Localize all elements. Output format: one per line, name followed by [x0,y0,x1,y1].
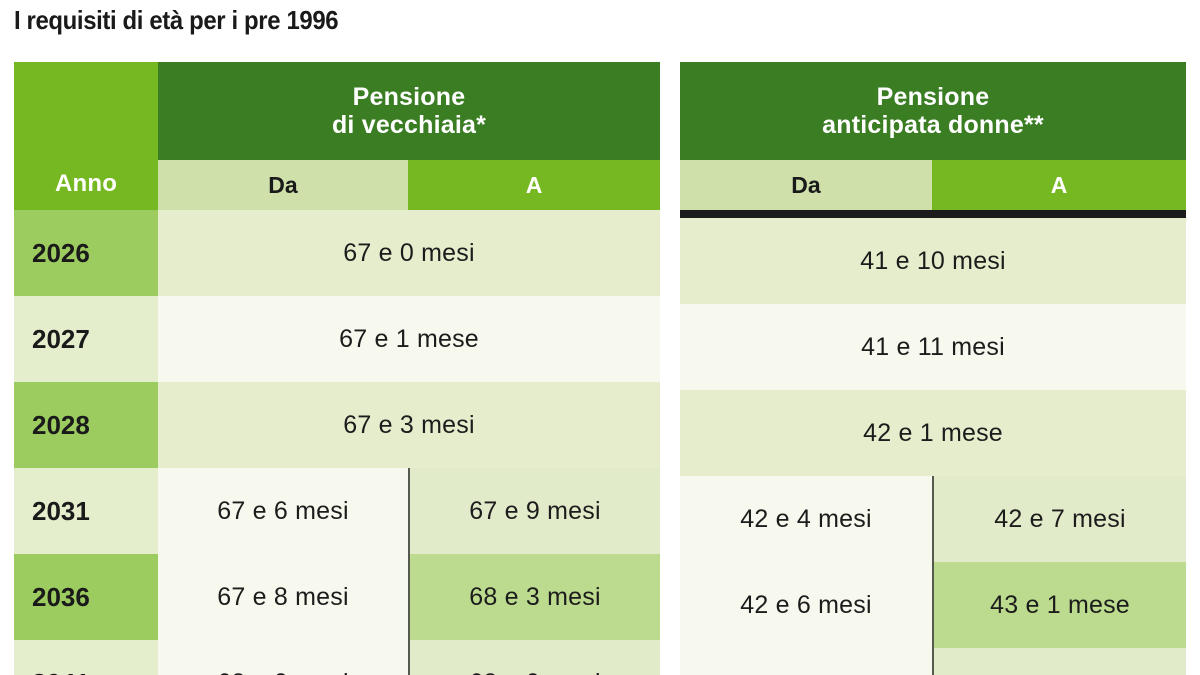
row-values: 42 e 1 mese [680,390,1186,476]
cell-span-value: 67 e 1 mese [158,296,660,382]
cell-span-value: 41 e 11 mesi [680,304,1186,390]
cell-a: 68 e 3 mesi [408,554,660,640]
row-values: 67 e 1 mese [158,296,660,382]
row-year: 2041 [14,640,158,675]
cell-da: 68 e 0 mesi [158,640,408,675]
table-row: 2027 67 e 1 mese [14,296,660,382]
cell-a: 42 e 7 mesi [932,476,1186,562]
group-header-anticipata: Pensione anticipata donne** Da A [680,62,1186,210]
table-row: 42 e 10 mesi 43 e 10 mesi [680,648,1186,675]
cell-a: 67 e 9 mesi [408,468,660,554]
table-row: 42 e 4 mesi 42 e 7 mesi [680,476,1186,562]
row-year: 2031 [14,468,158,554]
table-row: 2041 68 e 0 mesi 68 e 0 mesi [14,640,660,675]
table-row: 2028 67 e 3 mesi [14,382,660,468]
tables-container: Anno Pensione di vecchiaia* Da A [0,62,1200,675]
cell-span-value: 42 e 1 mese [680,390,1186,476]
group-header-line1: Pensione [876,83,990,111]
row-values: 42 e 4 mesi 42 e 7 mesi [680,476,1186,562]
group-header-line2: anticipata donne** [822,111,1044,139]
row-values: 68 e 0 mesi 68 e 0 mesi [158,640,660,675]
cell-a: 43 e 1 mese [932,562,1186,648]
cell-span-value: 67 e 3 mesi [158,382,660,468]
table-pensione-anticipata-donne: Pensione anticipata donne** Da A 41 e 10… [680,62,1186,675]
cell-a: 43 e 10 mesi [932,648,1186,675]
table-header-left: Anno Pensione di vecchiaia* Da A [14,62,660,210]
table-body-right: 41 e 10 mesi 41 e 11 mesi 42 e 1 mese 42 [680,218,1186,675]
sub-header-a-right: A [932,160,1186,210]
table-row: 2026 67 e 0 mesi [14,210,660,296]
row-values: 67 e 3 mesi [158,382,660,468]
table-row: 2036 67 e 8 mesi 68 e 3 mesi [14,554,660,640]
page-title: I requisiti di età per i pre 1996 [14,5,339,35]
row-year: 2026 [14,210,158,296]
cell-span-value: 41 e 10 mesi [680,218,1186,304]
sub-header-da-right: Da [680,160,932,210]
row-values: 41 e 11 mesi [680,304,1186,390]
row-values: 42 e 6 mesi 43 e 1 mese [680,562,1186,648]
table-row: 41 e 10 mesi [680,218,1186,304]
row-year: 2028 [14,382,158,468]
group-header-title-right: Pensione anticipata donne** [680,62,1186,160]
cell-da: 67 e 6 mesi [158,468,408,554]
table-row: 41 e 11 mesi [680,304,1186,390]
sub-header-da-left: Da [158,160,408,210]
cell-da: 42 e 4 mesi [680,476,932,562]
sub-header-row-left: Da A [158,160,660,210]
table-row: 2031 67 e 6 mesi 67 e 9 mesi [14,468,660,554]
table-pensione-di-vecchiaia: Anno Pensione di vecchiaia* Da A [14,62,660,675]
table-row: 42 e 1 mese [680,390,1186,476]
row-values: 67 e 6 mesi 67 e 9 mesi [158,468,660,554]
sub-header-a-left: A [408,160,660,210]
group-header-title-left: Pensione di vecchiaia* [158,62,660,160]
group-header-vecchiaia: Pensione di vecchiaia* Da A [158,62,660,210]
row-values: 67 e 0 mesi [158,210,660,296]
column-header-anno: Anno [14,62,158,210]
table-header-right: Pensione anticipata donne** Da A [680,62,1186,210]
row-year: 2036 [14,554,158,640]
row-values: 41 e 10 mesi [680,218,1186,304]
header-rule-right [680,210,1186,218]
cell-span-value: 67 e 0 mesi [158,210,660,296]
row-values: 42 e 10 mesi 43 e 10 mesi [680,648,1186,675]
cell-da: 42 e 6 mesi [680,562,932,648]
cell-da: 42 e 10 mesi [680,648,932,675]
table-row: 42 e 6 mesi 43 e 1 mese [680,562,1186,648]
group-header-line1: Pensione [352,83,466,111]
row-year: 2027 [14,296,158,382]
row-values: 67 e 8 mesi 68 e 3 mesi [158,554,660,640]
table-body-left: 2026 67 e 0 mesi 2027 67 e 1 mese 2028 6… [14,210,660,675]
cell-da: 67 e 8 mesi [158,554,408,640]
group-header-line2: di vecchiaia* [331,111,487,139]
cell-a: 68 e 0 mesi [408,640,660,675]
sub-header-row-right: Da A [680,160,1186,210]
